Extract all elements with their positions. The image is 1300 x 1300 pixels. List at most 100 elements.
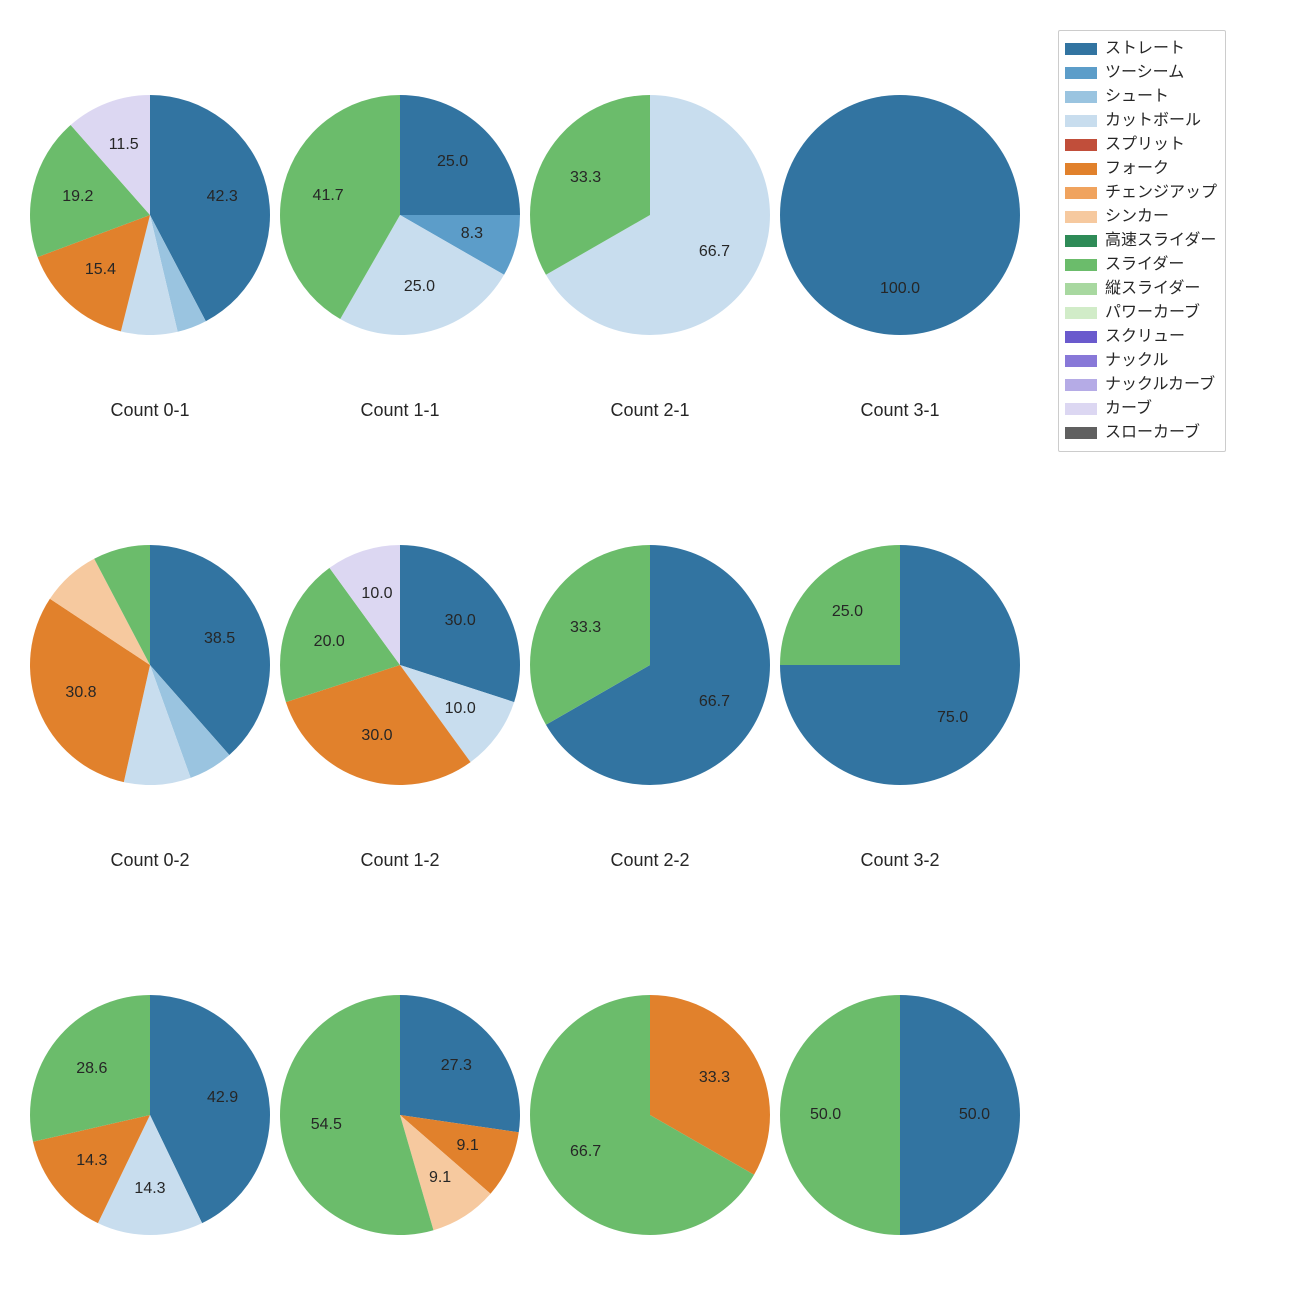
- chart-title: Count 0-2: [30, 850, 270, 871]
- legend-item: カーブ: [1065, 397, 1217, 421]
- legend-label: ストレート: [1105, 41, 1185, 57]
- pie-slice-label: 33.3: [699, 1069, 730, 1087]
- legend-label: 縦スライダー: [1105, 281, 1200, 297]
- chart-count-2-2: Count 2-233.366.7: [530, 995, 770, 1235]
- pie-slice-label: 19.2: [62, 188, 93, 206]
- pie-chart: [780, 95, 1020, 335]
- legend: ストレートツーシームシュートカットボールスプリットフォークチェンジアップシンカー…: [1058, 30, 1226, 452]
- pie-slice-label: 10.0: [445, 700, 476, 718]
- chart-count-2-0: Count 2-066.733.3: [530, 95, 770, 335]
- legend-item: スライダー: [1065, 253, 1217, 277]
- legend-swatch: [1065, 427, 1097, 439]
- legend-swatch: [1065, 283, 1097, 295]
- pie-slice-label: 25.0: [404, 278, 435, 296]
- pie-slice-label: 50.0: [959, 1106, 990, 1124]
- pie-slice-label: 66.7: [699, 243, 730, 261]
- pie-slice-label: 25.0: [437, 153, 468, 171]
- pie-chart: [280, 95, 520, 335]
- chart-title: Count 1-2: [280, 850, 520, 871]
- legend-label: 高速スライダー: [1105, 233, 1216, 249]
- chart-title: Count 3-1: [780, 400, 1020, 421]
- legend-item: シュート: [1065, 85, 1217, 109]
- legend-label: スライダー: [1105, 257, 1184, 273]
- legend-swatch: [1065, 379, 1097, 391]
- legend-item: フォーク: [1065, 157, 1217, 181]
- legend-label: スクリュー: [1105, 329, 1185, 345]
- pie-slice-label: 15.4: [85, 261, 116, 279]
- legend-item: ナックルカーブ: [1065, 373, 1217, 397]
- legend-label: スローカーブ: [1105, 425, 1200, 441]
- legend-swatch: [1065, 259, 1097, 271]
- chart-count-1-1: Count 1-130.010.030.020.010.0: [280, 545, 520, 785]
- pie-slice-label: 33.3: [570, 619, 601, 637]
- chart-title: Count 0-1: [30, 400, 270, 421]
- legend-label: チェンジアップ: [1105, 185, 1217, 201]
- pie-slice-label: 30.0: [361, 727, 392, 745]
- pie-slice-label: 11.5: [109, 136, 139, 154]
- legend-item: 高速スライダー: [1065, 229, 1217, 253]
- pie-slice-label: 42.9: [207, 1089, 238, 1107]
- pie-slice: [780, 95, 1020, 335]
- legend-item: ツーシーム: [1065, 61, 1217, 85]
- pie-slice-label: 66.7: [699, 693, 730, 711]
- chart-title: Count 3-2: [780, 850, 1020, 871]
- legend-swatch: [1065, 331, 1097, 343]
- legend-label: ツーシーム: [1105, 65, 1184, 81]
- legend-item: パワーカーブ: [1065, 301, 1217, 325]
- pie-slice-label: 28.6: [76, 1060, 107, 1078]
- pie-chart: [30, 545, 270, 785]
- legend-swatch: [1065, 211, 1097, 223]
- chart-count-0-1: Count 0-138.530.8: [30, 545, 270, 785]
- legend-label: シュート: [1105, 89, 1169, 105]
- chart-count-1-0: Count 1-025.08.325.041.7: [280, 95, 520, 335]
- legend-swatch: [1065, 163, 1097, 175]
- legend-item: チェンジアップ: [1065, 181, 1217, 205]
- pie-chart: [530, 545, 770, 785]
- legend-item: スクリュー: [1065, 325, 1217, 349]
- pie-chart: [280, 545, 520, 785]
- pie-chart: [280, 995, 520, 1235]
- pie-slice-label: 38.5: [204, 630, 235, 648]
- legend-item: スプリット: [1065, 133, 1217, 157]
- legend-item: カットボール: [1065, 109, 1217, 133]
- legend-swatch: [1065, 115, 1097, 127]
- pie-slice-label: 42.3: [207, 188, 238, 206]
- chart-count-0-2: Count 0-242.914.314.328.6: [30, 995, 270, 1235]
- pie-slice-label: 75.0: [937, 709, 968, 727]
- pie-chart: [30, 995, 270, 1235]
- legend-item: ナックル: [1065, 349, 1217, 373]
- pie-slice-label: 9.1: [456, 1137, 478, 1155]
- legend-swatch: [1065, 187, 1097, 199]
- pie-slice-label: 100.0: [880, 280, 920, 298]
- pie-slice-label: 30.0: [445, 612, 476, 630]
- chart-title: Count 1-1: [280, 400, 520, 421]
- pie-slice-label: 8.3: [461, 225, 483, 243]
- legend-label: ナックルカーブ: [1105, 377, 1215, 393]
- pie-slice-label: 41.7: [313, 187, 344, 205]
- legend-swatch: [1065, 67, 1097, 79]
- chart-grid: Count 0-042.315.419.211.5Count 1-025.08.…: [0, 0, 1300, 1300]
- legend-swatch: [1065, 43, 1097, 55]
- legend-label: カットボール: [1105, 113, 1201, 129]
- legend-swatch: [1065, 307, 1097, 319]
- chart-count-1-2: Count 1-227.39.19.154.5: [280, 995, 520, 1235]
- legend-label: ナックル: [1105, 353, 1169, 369]
- pie-slice-label: 25.0: [832, 603, 863, 621]
- legend-swatch: [1065, 355, 1097, 367]
- pie-slice-label: 10.0: [361, 585, 392, 603]
- legend-label: スプリット: [1105, 137, 1185, 153]
- chart-title: Count 2-1: [530, 400, 770, 421]
- legend-swatch: [1065, 235, 1097, 247]
- legend-item: スローカーブ: [1065, 421, 1217, 445]
- chart-count-3-1: Count 3-175.025.0: [780, 545, 1020, 785]
- pie-chart: [30, 95, 270, 335]
- pie-slice-label: 14.3: [134, 1180, 165, 1198]
- legend-item: シンカー: [1065, 205, 1217, 229]
- pie-slice-label: 33.3: [570, 169, 601, 187]
- pie-chart: [530, 995, 770, 1235]
- legend-swatch: [1065, 139, 1097, 151]
- pie-chart: [530, 95, 770, 335]
- legend-item: ストレート: [1065, 37, 1217, 61]
- legend-item: 縦スライダー: [1065, 277, 1217, 301]
- legend-label: パワーカーブ: [1105, 305, 1200, 321]
